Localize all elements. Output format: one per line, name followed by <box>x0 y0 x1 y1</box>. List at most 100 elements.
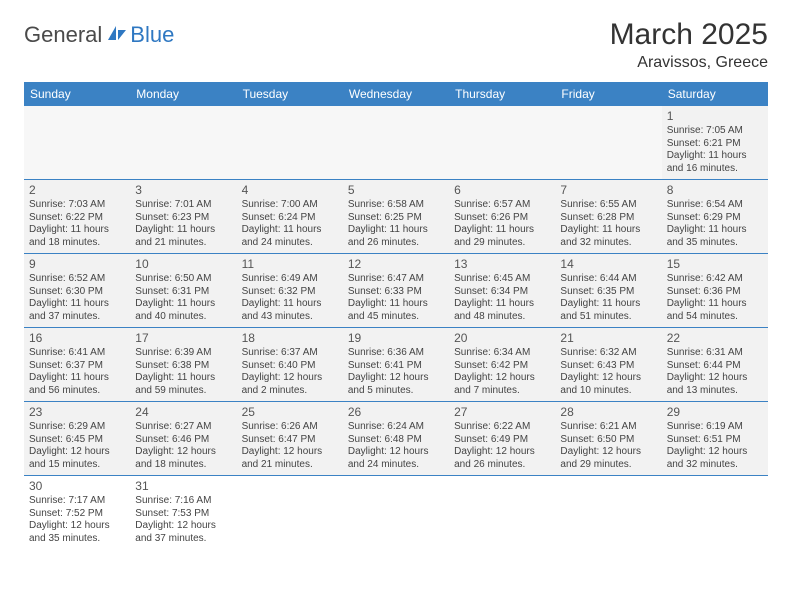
sunrise-line: Sunrise: 6:32 AM <box>560 347 656 360</box>
daylight-line: Daylight: 12 hours and 13 minutes. <box>667 372 763 397</box>
sunrise-line: Sunrise: 6:45 AM <box>454 273 550 286</box>
day-number: 3 <box>135 183 231 198</box>
weekday-header: Saturday <box>662 82 768 106</box>
day-number: 1 <box>667 109 763 124</box>
daylight-line: Daylight: 12 hours and 15 minutes. <box>29 446 125 471</box>
sunrise-line: Sunrise: 6:19 AM <box>667 421 763 434</box>
daylight-line: Daylight: 11 hours and 18 minutes. <box>29 224 125 249</box>
calendar-cell-blank <box>343 106 449 180</box>
sunrise-line: Sunrise: 6:42 AM <box>667 273 763 286</box>
sunset-line: Sunset: 6:37 PM <box>29 360 125 373</box>
day-number: 12 <box>348 257 444 272</box>
daylight-line: Daylight: 11 hours and 54 minutes. <box>667 298 763 323</box>
weekday-header: Tuesday <box>237 82 343 106</box>
sunrise-line: Sunrise: 6:26 AM <box>242 421 338 434</box>
sunrise-line: Sunrise: 6:31 AM <box>667 347 763 360</box>
calendar-cell-blank <box>449 106 555 180</box>
sunset-line: Sunset: 6:40 PM <box>242 360 338 373</box>
sunset-line: Sunset: 6:26 PM <box>454 212 550 225</box>
day-number: 22 <box>667 331 763 346</box>
sunset-line: Sunset: 6:25 PM <box>348 212 444 225</box>
calendar-cell: 11Sunrise: 6:49 AMSunset: 6:32 PMDayligh… <box>237 254 343 328</box>
sunrise-line: Sunrise: 7:00 AM <box>242 199 338 212</box>
day-number: 4 <box>242 183 338 198</box>
sunset-line: Sunset: 6:43 PM <box>560 360 656 373</box>
sunrise-line: Sunrise: 6:44 AM <box>560 273 656 286</box>
sunrise-line: Sunrise: 6:24 AM <box>348 421 444 434</box>
calendar-row: 2Sunrise: 7:03 AMSunset: 6:22 PMDaylight… <box>24 180 768 254</box>
calendar-cell-blank <box>662 476 768 550</box>
day-number: 31 <box>135 479 231 494</box>
calendar-cell-blank <box>555 106 661 180</box>
sunrise-line: Sunrise: 6:50 AM <box>135 273 231 286</box>
daylight-line: Daylight: 11 hours and 32 minutes. <box>560 224 656 249</box>
calendar-cell-blank <box>130 106 236 180</box>
sunset-line: Sunset: 6:46 PM <box>135 434 231 447</box>
day-number: 23 <box>29 405 125 420</box>
calendar-cell-blank <box>555 476 661 550</box>
sunrise-line: Sunrise: 6:47 AM <box>348 273 444 286</box>
daylight-line: Daylight: 12 hours and 10 minutes. <box>560 372 656 397</box>
day-number: 8 <box>667 183 763 198</box>
sunset-line: Sunset: 6:35 PM <box>560 286 656 299</box>
sunrise-line: Sunrise: 6:58 AM <box>348 199 444 212</box>
sunset-line: Sunset: 6:32 PM <box>242 286 338 299</box>
daylight-line: Daylight: 12 hours and 37 minutes. <box>135 520 231 545</box>
sunrise-line: Sunrise: 6:22 AM <box>454 421 550 434</box>
daylight-line: Daylight: 11 hours and 59 minutes. <box>135 372 231 397</box>
header: General Blue March 2025 Aravissos, Greec… <box>24 18 768 72</box>
day-number: 16 <box>29 331 125 346</box>
weekday-header: Wednesday <box>343 82 449 106</box>
calendar-row: 23Sunrise: 6:29 AMSunset: 6:45 PMDayligh… <box>24 402 768 476</box>
daylight-line: Daylight: 12 hours and 26 minutes. <box>454 446 550 471</box>
daylight-line: Daylight: 11 hours and 37 minutes. <box>29 298 125 323</box>
day-number: 27 <box>454 405 550 420</box>
sunset-line: Sunset: 6:29 PM <box>667 212 763 225</box>
day-number: 19 <box>348 331 444 346</box>
calendar-table: SundayMondayTuesdayWednesdayThursdayFrid… <box>24 82 768 549</box>
daylight-line: Daylight: 11 hours and 35 minutes. <box>667 224 763 249</box>
calendar-cell-blank <box>343 476 449 550</box>
daylight-line: Daylight: 12 hours and 21 minutes. <box>242 446 338 471</box>
sunset-line: Sunset: 6:23 PM <box>135 212 231 225</box>
calendar-cell: 30Sunrise: 7:17 AMSunset: 7:52 PMDayligh… <box>24 476 130 550</box>
calendar-row: 9Sunrise: 6:52 AMSunset: 6:30 PMDaylight… <box>24 254 768 328</box>
calendar-cell: 12Sunrise: 6:47 AMSunset: 6:33 PMDayligh… <box>343 254 449 328</box>
day-number: 29 <box>667 405 763 420</box>
day-number: 10 <box>135 257 231 272</box>
day-number: 24 <box>135 405 231 420</box>
calendar-row: 1Sunrise: 7:05 AMSunset: 6:21 PMDaylight… <box>24 106 768 180</box>
logo: General Blue <box>24 18 174 48</box>
title-block: March 2025 Aravissos, Greece <box>610 18 768 72</box>
calendar-row: 30Sunrise: 7:17 AMSunset: 7:52 PMDayligh… <box>24 476 768 550</box>
sunset-line: Sunset: 6:31 PM <box>135 286 231 299</box>
calendar-row: 16Sunrise: 6:41 AMSunset: 6:37 PMDayligh… <box>24 328 768 402</box>
calendar-cell: 15Sunrise: 6:42 AMSunset: 6:36 PMDayligh… <box>662 254 768 328</box>
sunset-line: Sunset: 6:49 PM <box>454 434 550 447</box>
sunset-line: Sunset: 6:41 PM <box>348 360 444 373</box>
calendar-cell: 2Sunrise: 7:03 AMSunset: 6:22 PMDaylight… <box>24 180 130 254</box>
sunrise-line: Sunrise: 7:16 AM <box>135 495 231 508</box>
calendar-cell: 26Sunrise: 6:24 AMSunset: 6:48 PMDayligh… <box>343 402 449 476</box>
day-number: 28 <box>560 405 656 420</box>
logo-text-general: General <box>24 22 102 48</box>
calendar-cell: 17Sunrise: 6:39 AMSunset: 6:38 PMDayligh… <box>130 328 236 402</box>
weekday-header-row: SundayMondayTuesdayWednesdayThursdayFrid… <box>24 82 768 106</box>
calendar-cell: 8Sunrise: 6:54 AMSunset: 6:29 PMDaylight… <box>662 180 768 254</box>
sunset-line: Sunset: 6:48 PM <box>348 434 444 447</box>
daylight-line: Daylight: 11 hours and 21 minutes. <box>135 224 231 249</box>
calendar-cell: 20Sunrise: 6:34 AMSunset: 6:42 PMDayligh… <box>449 328 555 402</box>
calendar-cell: 22Sunrise: 6:31 AMSunset: 6:44 PMDayligh… <box>662 328 768 402</box>
weekday-header: Friday <box>555 82 661 106</box>
calendar-cell: 9Sunrise: 6:52 AMSunset: 6:30 PMDaylight… <box>24 254 130 328</box>
sunrise-line: Sunrise: 6:27 AM <box>135 421 231 434</box>
daylight-line: Daylight: 11 hours and 24 minutes. <box>242 224 338 249</box>
sunset-line: Sunset: 7:52 PM <box>29 508 125 521</box>
sunset-line: Sunset: 6:24 PM <box>242 212 338 225</box>
calendar-cell: 19Sunrise: 6:36 AMSunset: 6:41 PMDayligh… <box>343 328 449 402</box>
calendar-cell: 25Sunrise: 6:26 AMSunset: 6:47 PMDayligh… <box>237 402 343 476</box>
sunrise-line: Sunrise: 7:01 AM <box>135 199 231 212</box>
sunset-line: Sunset: 6:33 PM <box>348 286 444 299</box>
daylight-line: Daylight: 12 hours and 32 minutes. <box>667 446 763 471</box>
daylight-line: Daylight: 11 hours and 56 minutes. <box>29 372 125 397</box>
